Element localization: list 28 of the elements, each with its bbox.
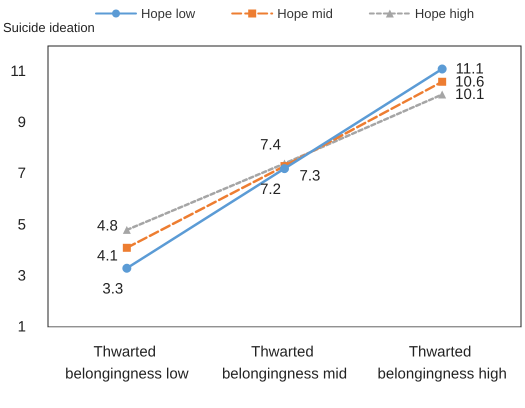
y-tick-label: 5 [18, 216, 26, 234]
point [438, 64, 447, 74]
y-tick-label: 3 [18, 267, 26, 284]
data-label: 7.3 [300, 168, 320, 185]
y-tick-label: 1 [18, 318, 26, 336]
x-tick-label: Thwarted belongingness mid [222, 344, 348, 382]
point [438, 90, 446, 99]
data-label: 4.1 [96, 247, 118, 264]
data-label: 7.2 [260, 181, 281, 198]
point [280, 164, 289, 174]
legend-label: Hope low [141, 6, 196, 21]
data-label: 3.3 [102, 280, 124, 298]
point [122, 226, 131, 234]
data-label: 11.1 [456, 60, 484, 78]
x-tick-label: Thwarted belongingness high [378, 344, 507, 382]
point [122, 244, 131, 252]
y-axis-title: Suicide ideation [3, 20, 95, 35]
legend-label: Hope mid [277, 6, 333, 21]
legend-label: Hope high [414, 6, 474, 21]
x-tick-label: Thwarted belongingness low [65, 344, 189, 382]
y-tick-label: 7 [18, 165, 26, 182]
point [122, 264, 132, 273]
data-label: 7.4 [260, 136, 281, 154]
data-label: 10.1 [455, 86, 484, 104]
data-label: 4.8 [96, 217, 118, 234]
point [438, 78, 446, 86]
y-tick-label: 11 [10, 63, 26, 80]
y-tick-label: 9 [18, 114, 26, 132]
